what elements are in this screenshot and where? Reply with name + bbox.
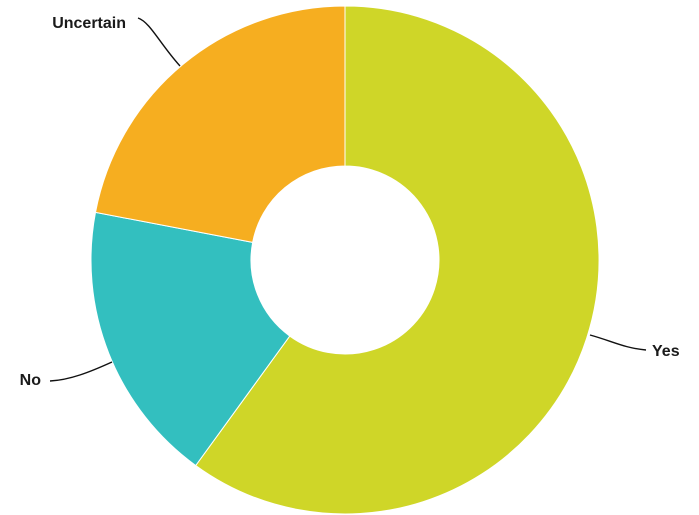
slice-no (90, 211, 291, 467)
slice-label-uncertain: Uncertain (52, 15, 126, 32)
leader-line-uncertain (137, 17, 181, 67)
slice-label-no: No (20, 372, 42, 389)
slices-layer (90, 5, 600, 515)
slice-uncertain (94, 5, 346, 243)
leader-line-yes (589, 334, 647, 351)
leader-line-no (49, 361, 113, 382)
slice-label-yes: Yes (652, 343, 680, 360)
slice-labels: Yes No Uncertain (20, 15, 680, 389)
leader-lines (49, 17, 647, 382)
slice-yes (195, 5, 600, 515)
